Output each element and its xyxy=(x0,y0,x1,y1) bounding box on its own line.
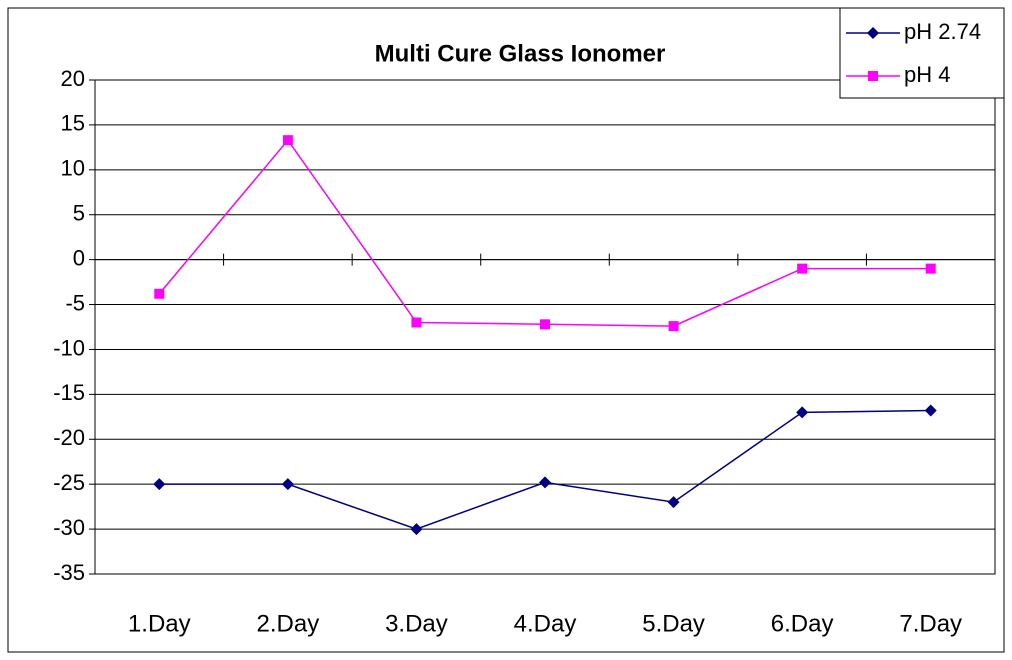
y-tick-label: 15 xyxy=(61,111,85,136)
marker xyxy=(411,317,422,328)
marker xyxy=(410,523,423,536)
y-tick-label: 0 xyxy=(73,245,85,270)
y-tick-label: -30 xyxy=(53,515,85,540)
y-tick-label: -25 xyxy=(53,470,85,495)
y-tick-label: -15 xyxy=(53,380,85,405)
marker xyxy=(153,478,166,491)
marker xyxy=(667,496,680,509)
marker xyxy=(668,321,679,332)
x-tick-label: 5.Day xyxy=(642,610,705,637)
x-tick-label: 2.Day xyxy=(257,610,320,637)
y-tick-label: 5 xyxy=(73,201,85,226)
y-tick-label: -35 xyxy=(53,560,85,585)
y-tick-label: 20 xyxy=(61,66,85,91)
x-tick-label: 7.Day xyxy=(899,610,962,637)
legend-label: pH 4 xyxy=(904,62,950,87)
marker xyxy=(924,404,937,417)
x-tick-label: 6.Day xyxy=(771,610,834,637)
marker xyxy=(154,288,165,299)
marker xyxy=(539,476,551,489)
legend-marker xyxy=(867,27,879,39)
legend-label: pH 2.74 xyxy=(904,19,981,44)
x-tick-label: 3.Day xyxy=(385,610,448,637)
x-tick-label: 4.Day xyxy=(514,610,577,637)
y-tick-label: -20 xyxy=(53,425,85,450)
chart-title: Multi Cure Glass Ionomer xyxy=(375,40,666,67)
marker xyxy=(540,319,550,330)
marker xyxy=(925,263,936,274)
y-tick-label: -5 xyxy=(65,290,85,315)
plot-border xyxy=(94,79,996,575)
y-tick-label: -10 xyxy=(53,335,85,360)
x-tick-label: 1.Day xyxy=(128,610,191,637)
y-tick-label: 10 xyxy=(61,156,85,181)
legend-box xyxy=(839,7,1005,99)
chart-border xyxy=(7,7,1005,653)
legend-marker xyxy=(868,71,878,81)
marker xyxy=(282,135,293,146)
marker xyxy=(281,478,294,491)
marker xyxy=(797,263,808,274)
marker xyxy=(796,406,809,419)
